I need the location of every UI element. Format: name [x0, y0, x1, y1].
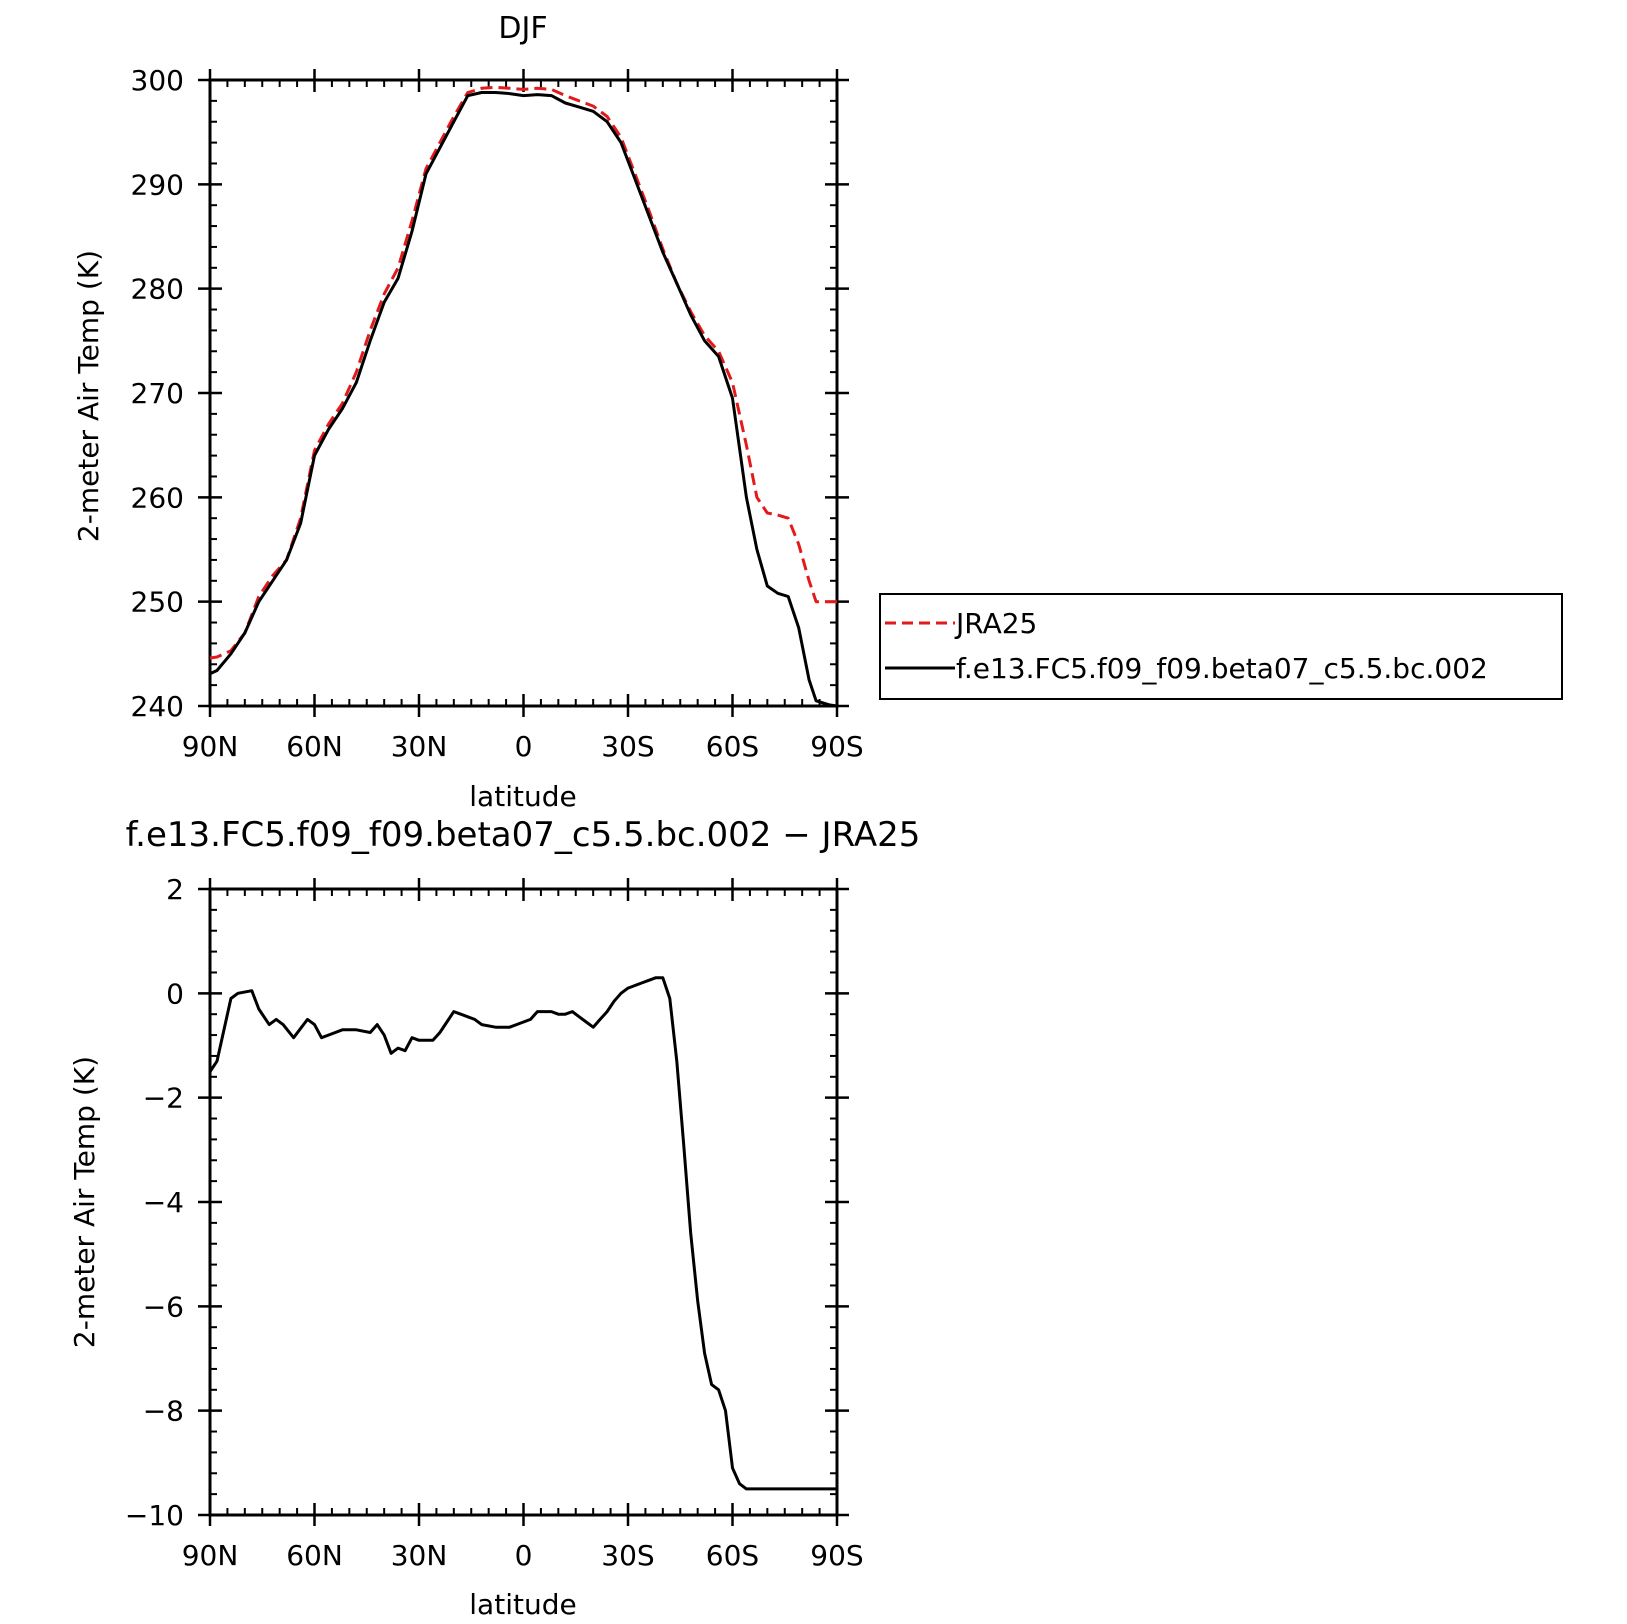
top-x-tick-label: 30N: [391, 730, 448, 763]
top-x-tick-label: 30S: [601, 730, 654, 763]
top-series-line-f-e13-fc5-f09-f09-beta07-c5-5-bc-002: [209, 91, 838, 708]
top-plot-area: 90N 60N 30N 0 30S 60S 90S 240 250 260 270 280 290 300: [131, 64, 864, 763]
top-y-tick-label: 300: [131, 64, 184, 97]
bottom-x-tick-label: 30N: [391, 1539, 448, 1572]
bottom-y-axis-label: 2-meter Air Temp (K): [68, 1056, 101, 1348]
top-y-tick-label: 250: [131, 586, 184, 619]
bottom-y-tick-label: −8: [143, 1395, 184, 1428]
bottom-series-line-0: [208, 976, 837, 1491]
bottom-panel: f.e13.FC5.f09_f09.beta07_c5.5.bc.002 − J…: [68, 815, 920, 1621]
legend: JRA25 f.e13.FC5.f09_f09.beta07_c5.5.bc.0…: [879, 593, 1563, 700]
legend-label-model: f.e13.FC5.f09_f09.beta07_c5.5.bc.002: [956, 652, 1488, 685]
bottom-chart-title: f.e13.FC5.f09_f09.beta07_c5.5.bc.002 − J…: [126, 815, 921, 855]
bottom-x-tick-label: 0: [515, 1539, 533, 1572]
top-x-tick-label: 60S: [706, 730, 759, 763]
bottom-x-tick-label: 30S: [601, 1539, 654, 1572]
bottom-plot-frame: [208, 887, 839, 1517]
bottom-y-tick-label: 2: [166, 873, 184, 906]
bottom-x-tick-label: 90S: [810, 1539, 863, 1572]
top-x-axis-label: latitude: [469, 780, 576, 813]
top-x-tick-label: 90S: [810, 730, 863, 763]
bottom-plot-area: 90N 60N 30N 0 30S 60S 90S −10 −8 −6 −4 −2 0 2: [125, 873, 864, 1572]
bottom-y-tick-label: 0: [166, 977, 184, 1010]
bottom-x-tick-label: 60S: [706, 1539, 759, 1572]
legend-label-jra25: JRA25: [954, 607, 1037, 640]
bottom-x-tick-label: 90N: [182, 1539, 239, 1572]
top-chart-title: DJF: [498, 11, 547, 46]
bottom-y-tick-label: −4: [143, 1186, 184, 1219]
top-panel: DJF 90N 60N 30N 0 30S 60S 90S 240 250 260 270 280 29…: [72, 11, 864, 813]
bottom-y-tick-label: −6: [143, 1290, 184, 1323]
bottom-x-axis-label: latitude: [469, 1588, 576, 1621]
bottom-y-tick-label: −2: [143, 1082, 184, 1115]
top-y-tick-label: 260: [131, 481, 184, 514]
top-y-tick-label: 270: [131, 377, 184, 410]
legend-box: [879, 593, 1563, 700]
top-series-line-jra25: [209, 85, 837, 660]
top-y-tick-label: 290: [131, 168, 184, 201]
top-x-tick-label: 90N: [182, 730, 239, 763]
bottom-y-tick-label: −10: [125, 1499, 184, 1532]
top-x-tick-label: 0: [515, 730, 533, 763]
top-x-tick-label: 60N: [286, 730, 343, 763]
bottom-x-tick-label: 60N: [286, 1539, 343, 1572]
top-plot-frame: [208, 78, 839, 708]
top-y-tick-label: 280: [131, 273, 184, 306]
top-y-tick-label: 240: [131, 690, 184, 723]
top-y-axis-label: 2-meter Air Temp (K): [72, 250, 105, 542]
